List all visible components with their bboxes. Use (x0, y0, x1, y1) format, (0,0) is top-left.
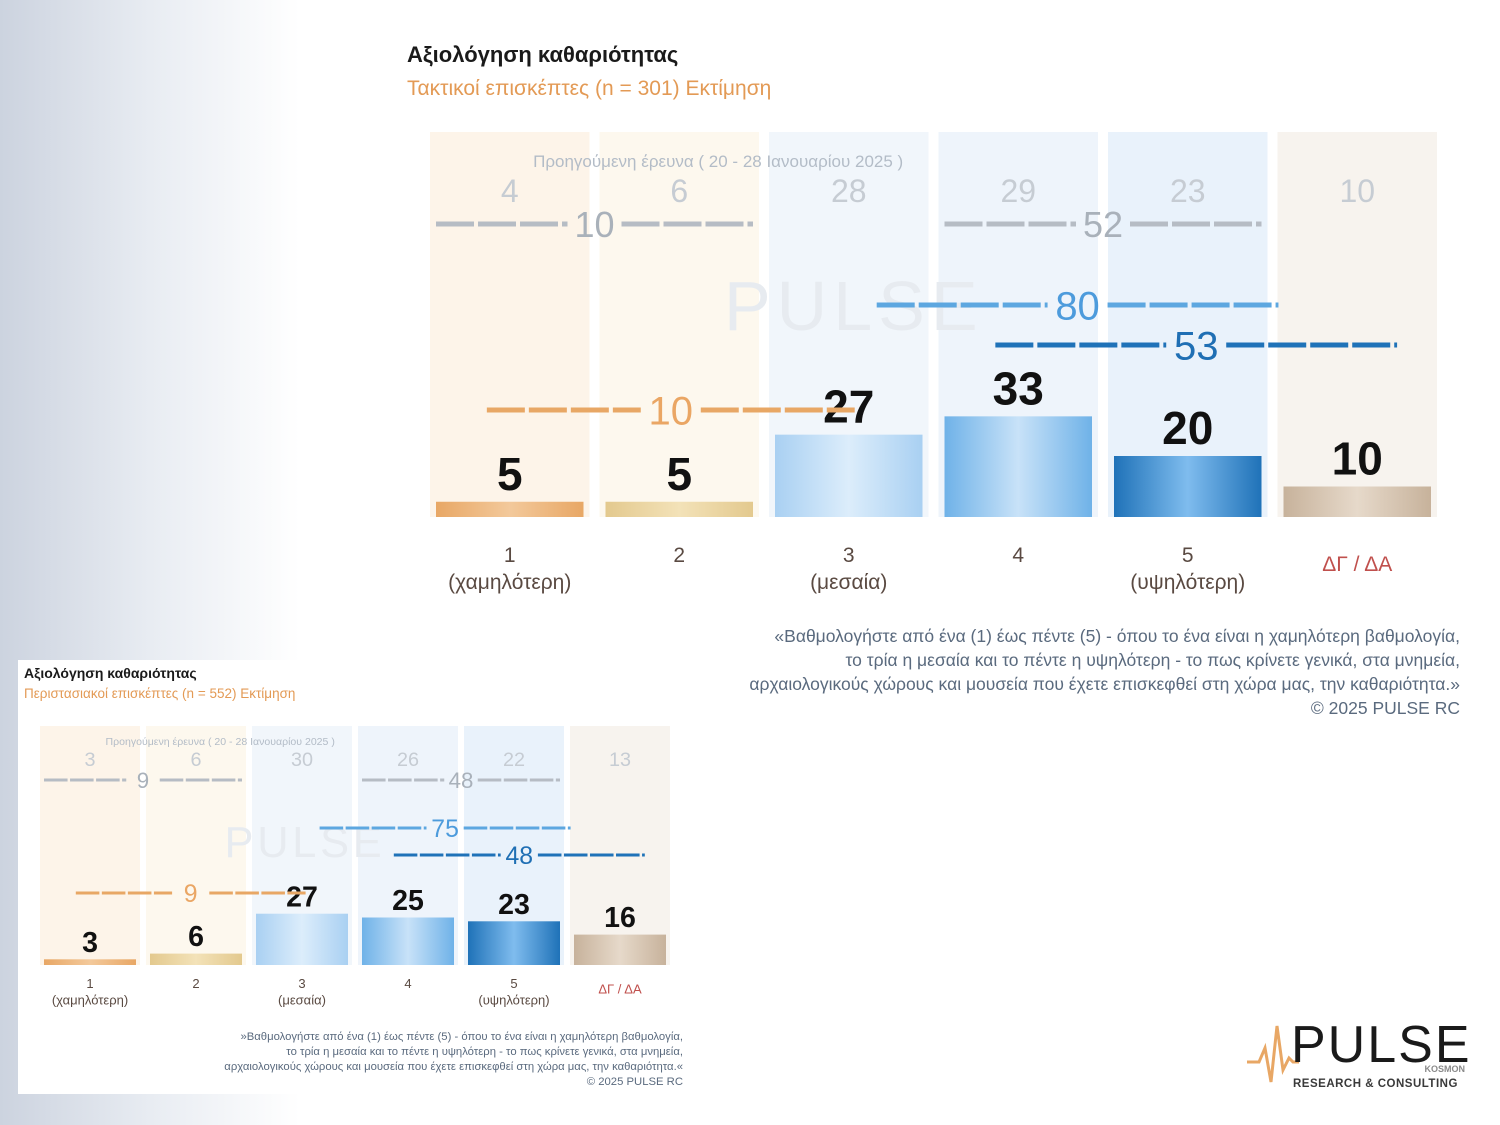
category-label: 3 (298, 976, 305, 991)
value-label: 3 (82, 927, 98, 959)
previous-high-group-value: 52 (1083, 204, 1123, 245)
category-label: 5 (1182, 544, 1194, 567)
category-label: 1 (86, 976, 93, 991)
logo-tagline: RESEARCH & CONSULTING (1293, 1078, 1458, 1090)
column-band (146, 726, 246, 965)
bar (944, 416, 1092, 517)
previous-value-label: 6 (190, 749, 201, 771)
question-text: «Βαθμολογήστε από ένα (1) έως πέντε (5) … (620, 624, 1460, 720)
category-label: (χαμηλότερη) (52, 993, 128, 1008)
previous-value-label: 29 (1000, 173, 1036, 209)
category-label: 5 (510, 976, 517, 991)
category-label: (υψηλότερη) (1130, 571, 1245, 594)
bar-chart: PULSE Προηγούμενη έρευνα ( 20 - 28 Ιανουα… (40, 726, 670, 1008)
previous-value-label: 26 (397, 749, 419, 771)
value-label: 6 (188, 921, 204, 953)
category-label: 2 (192, 976, 199, 991)
high-4-5-group-value: 53 (1174, 324, 1219, 368)
previous-survey-label: Προηγούμενη έρευνα ( 20 - 28 Ιανουαρίου … (106, 736, 335, 748)
question-line: το τρία η μεσαία και το πέντε η υψηλότερ… (845, 650, 1460, 670)
value-label: 27 (286, 881, 318, 913)
value-label: 33 (993, 362, 1044, 414)
logo-kosmon: KOSMON (1425, 1064, 1466, 1074)
copyright: © 2025 PULSE RC (586, 1076, 683, 1088)
previous-value-label: 3 (84, 749, 95, 771)
previous-survey-label: Προηγούμενη έρευνα ( 20 - 28 Ιανουαρίου … (533, 152, 903, 171)
high-3-5-group-value: 80 (1055, 284, 1100, 328)
previous-value-label: 30 (291, 749, 313, 771)
question-line: «Βαθμολογήστε από ένα (1) έως πέντε (5) … (774, 626, 1460, 646)
value-label: 10 (1332, 433, 1383, 485)
category-label: (υψηλότερη) (478, 993, 549, 1008)
chart-panel-occasional: Αξιολόγηση καθαριότητας Περιστασιακοί επ… (18, 660, 698, 1094)
previous-value-label: 28 (831, 173, 867, 209)
category-label: 1 (504, 544, 516, 567)
previous-value-label: 6 (670, 173, 688, 209)
low-group-value: 10 (649, 389, 694, 433)
category-label: ΔΓ / ΔΑ (598, 982, 642, 997)
copyright: © 2025 PULSE RC (1310, 698, 1460, 718)
bar (775, 434, 923, 517)
logo-name: PULSE (1291, 1016, 1470, 1074)
category-label: 2 (673, 544, 685, 567)
category-label: 4 (404, 976, 411, 991)
previous-value-label: 10 (1339, 173, 1375, 209)
pulse-logo: PULSE KOSMON RESEARCH & CONSULTING (1247, 1016, 1470, 1090)
bar (44, 959, 136, 965)
column-band (1108, 132, 1268, 517)
category-label: 3 (843, 544, 855, 567)
previous-value-label: 22 (503, 749, 525, 771)
previous-low-group-value: 9 (137, 768, 149, 793)
question-text: »Βαθμολογήστε από ένα (1) έως πέντε (5) … (138, 1030, 683, 1090)
value-label: 27 (823, 381, 874, 433)
category-label: ΔΓ / ΔΑ (1322, 553, 1392, 576)
bar (1283, 486, 1431, 517)
category-label: (χαμηλότερη) (448, 571, 571, 594)
high-4-5-group-value: 48 (506, 843, 534, 870)
previous-value-label: 4 (501, 173, 519, 209)
value-label: 20 (1162, 402, 1213, 454)
previous-value-label: 23 (1170, 173, 1206, 209)
chart-title: Αξιολόγηση καθαριότητας (24, 665, 197, 681)
bar (605, 501, 753, 517)
high-3-5-group-value: 75 (431, 816, 459, 843)
value-label: 5 (497, 448, 523, 500)
chart-title: Αξιολόγηση καθαριότητας (407, 42, 679, 67)
bar (574, 934, 666, 965)
column-band (430, 132, 590, 517)
column-band (599, 132, 759, 517)
bar (436, 501, 584, 517)
value-label: 25 (392, 885, 424, 917)
question-line: αρχαιολογικούς χώρους και μουσεία που έχ… (224, 1061, 683, 1073)
question-line: αρχαιολογικούς χώρους και μουσεία που έχ… (749, 674, 1460, 694)
previous-high-group-value: 48 (449, 768, 474, 793)
previous-value-label: 13 (609, 749, 631, 771)
category-label: (μεσαία) (278, 993, 326, 1008)
previous-low-group-value: 10 (574, 204, 614, 245)
low-group-value: 9 (184, 881, 198, 908)
pulse-wave-icon (1247, 1025, 1299, 1083)
chart-panel-regular: Αξιολόγηση καθαριότητας Τακτικοί επισκέπ… (407, 42, 1460, 720)
chart-subtitle: Περιστασιακοί επισκέπτες (n = 552) Εκτίμ… (24, 686, 296, 701)
bar (1114, 456, 1262, 517)
value-label: 23 (498, 889, 530, 921)
column-band (570, 726, 670, 965)
category-label: 4 (1012, 544, 1024, 567)
bar (256, 913, 348, 965)
column-band (1277, 132, 1437, 517)
bar (150, 953, 242, 965)
watermark-text: PULSE (225, 819, 386, 867)
bar (362, 917, 454, 965)
column-band (40, 726, 140, 965)
question-line: το τρία η μεσαία και το πέντε η υψηλότερ… (286, 1046, 683, 1058)
value-label: 5 (666, 448, 692, 500)
chart-subtitle: Τακτικοί επισκέπτες (n = 301) Εκτίμηση (407, 77, 772, 100)
value-label: 16 (604, 902, 636, 934)
bar (468, 921, 560, 965)
question-line: »Βαθμολογήστε από ένα (1) έως πέντε (5) … (240, 1031, 683, 1043)
category-label: (μεσαία) (810, 571, 887, 594)
